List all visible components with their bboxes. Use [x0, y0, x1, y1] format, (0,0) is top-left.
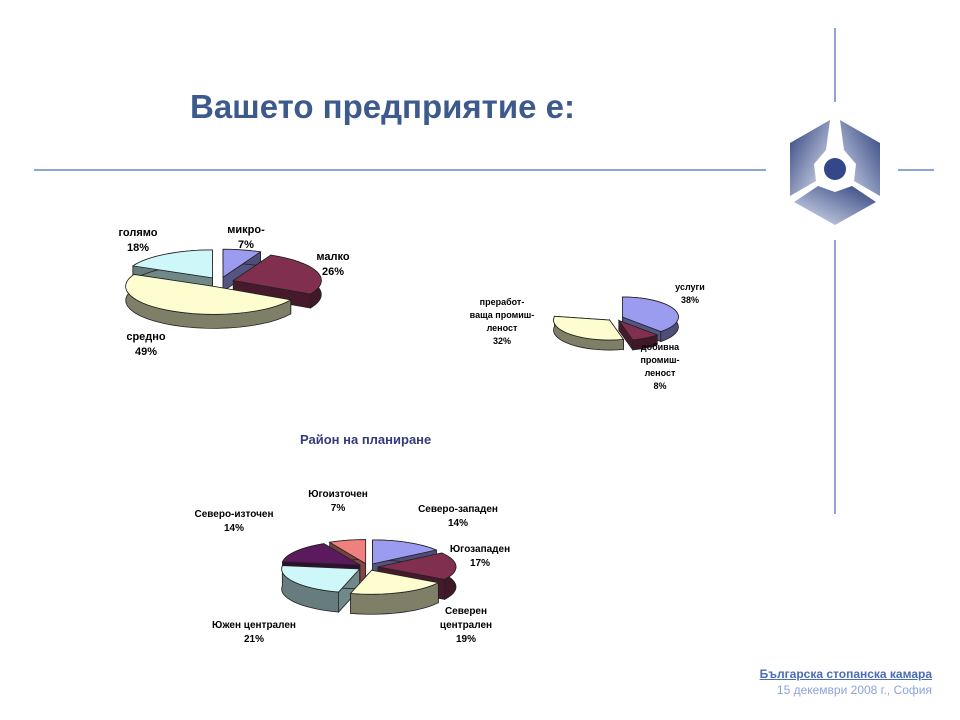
pie-chart-2 [553, 296, 679, 352]
pie-label-3-6: Югоизточен 7% [308, 489, 368, 514]
footer-org-link[interactable]: Българска стопанска камара [759, 667, 932, 681]
pie-label-2-1: услуги 38% [675, 282, 705, 305]
pie-slice-3 [125, 274, 292, 315]
divider-vertical-top [834, 28, 836, 102]
chart-title-region: Район на планиране [300, 432, 432, 447]
pie-label-1-4: голямо 18% [119, 227, 158, 254]
pie-label-2-2: добивна промиш-леност 8% [640, 342, 680, 391]
pie-slice-2 [232, 254, 322, 295]
pie-chart-1 [125, 248, 322, 329]
pie-slice-4 [131, 249, 213, 279]
pie-slice-5 [281, 543, 361, 566]
pie-label-3-4: Южен централен 21% [212, 620, 296, 645]
pie-label-2-3: преработ-ваща промиш-леност 32% [470, 297, 535, 346]
pie-label-3-1: Северо-западен 14% [418, 504, 498, 529]
pie-slice-1 [372, 539, 438, 565]
pie-label-3-3: Северен централен 19% [440, 606, 492, 645]
pie-slice-4 [281, 565, 361, 593]
logo-icon [790, 118, 880, 225]
pie-slice-2 [377, 552, 457, 580]
pie-chart-3 [281, 539, 457, 615]
slide-title: Вашето предприятие е: [190, 88, 575, 125]
pie-slice-3 [553, 315, 625, 341]
divider-left [34, 169, 766, 171]
pie-slice-1 [622, 296, 679, 332]
divider-vertical-bottom [834, 240, 836, 514]
pie-label-3-5: Северо-източен 14% [194, 509, 273, 534]
pie-label-1-2: малко 26% [316, 251, 349, 278]
pie-slice-2 [617, 319, 659, 341]
pie-label-1-1: микро-7% [227, 224, 265, 251]
pie-slice-3 [349, 569, 440, 595]
pie-slice-1 [222, 248, 262, 278]
divider-right [898, 169, 934, 171]
footer: Българска стопанска камара 15 декември 2… [760, 667, 932, 697]
pie-label-1-3: средно 49% [126, 331, 166, 358]
pie-label-3-2: Югозападен 17% [450, 544, 510, 569]
pie-slice-6 [328, 539, 367, 565]
footer-date: 15 декември 2008 г., София [776, 683, 932, 697]
